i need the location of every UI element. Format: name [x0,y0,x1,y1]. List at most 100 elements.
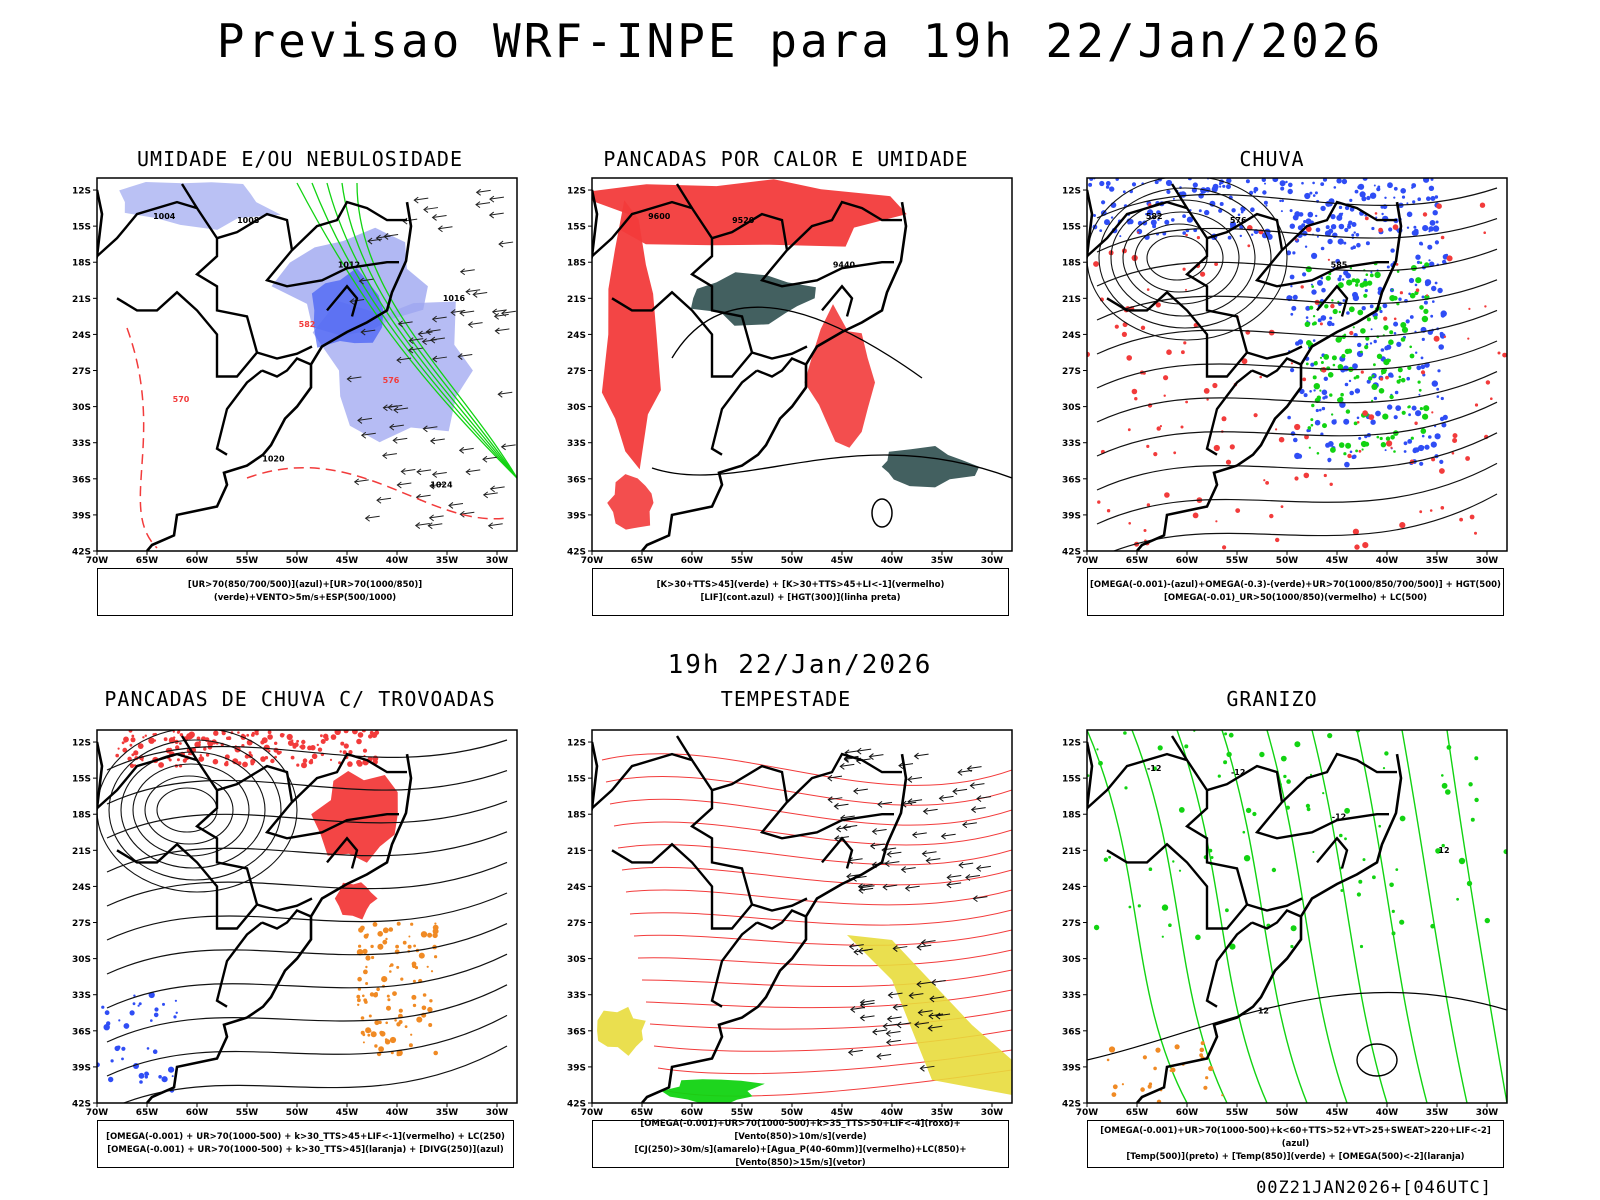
wind-vector-head [907,798,913,806]
rain-speck [1421,337,1425,341]
rain-speck [1311,285,1314,288]
lat-tick-label: 12S [567,739,586,749]
wind-vector [428,523,443,527]
wind-vector-head [448,502,454,509]
rain-speck [1310,283,1313,286]
rain-speck [1093,261,1099,267]
wind-vector [905,885,920,889]
rain-speck [1433,335,1440,342]
lon-tick-label: 60W [186,556,209,566]
rain-speck [1349,330,1354,336]
wind-vector [489,212,504,216]
temp850-speck [1309,773,1313,777]
rain-speck [1428,185,1435,191]
divergence-speck [114,1045,120,1052]
wind-vector-head [871,828,877,835]
storm-speck [131,734,135,738]
wind-vector-head [833,802,839,810]
wind-vector-head [976,795,982,803]
temp850-speck [1096,748,1099,751]
rain-speck [1320,361,1324,364]
wind-vector [893,946,908,950]
rain-speck [1434,240,1439,245]
rain-speck [1290,296,1293,299]
rain-speck [1269,513,1274,519]
wind-vector-head [969,782,975,789]
rain-speck [1467,337,1470,340]
storm-speck [316,743,319,747]
rain-speck [1304,245,1308,248]
lc250-streamline [106,1014,508,1077]
divergence-speck [162,1002,165,1006]
country-border [1246,345,1303,360]
rain-speck [1322,423,1327,429]
rain-speck [1330,303,1335,309]
storm-speck [176,758,180,762]
lc250-streamline [120,751,266,869]
divergence-speck [171,1075,174,1078]
wind-vector-head [911,831,918,839]
lat-tick-label: 21S [1062,847,1081,857]
storm-speck [408,935,411,938]
rain-speck [1422,413,1429,420]
storm-speck [168,758,172,762]
divergence-speck [154,1007,159,1012]
wind-vector [848,1049,863,1053]
wind-vector [466,289,481,293]
convection-area [607,474,654,530]
rain-speck [1401,195,1406,199]
divergence-speck [152,1049,158,1054]
rain-speck [1490,397,1493,401]
country-border [1170,735,1189,761]
wind-vector-head [414,522,421,529]
coastline [146,201,413,551]
lon-tick-label: 70W [1076,556,1099,566]
rain-speck [1309,191,1313,195]
water-contour [621,866,1012,886]
lat-tick-label: 24S [567,331,586,341]
rain-speck [1341,353,1346,359]
wind-vector [840,815,855,819]
divergence-speck [139,1080,143,1084]
rain-speck [1302,272,1307,277]
wind-vector-head [972,895,978,903]
storm-speck [278,750,282,754]
hgt500-contour [1096,248,1498,287]
lon-tick-label: 35W [931,556,954,566]
country-border [215,369,263,456]
wind-vector-head [482,455,488,463]
wind-vector-head [497,390,503,398]
wind-vector-head [827,796,833,804]
rain-speck [1303,220,1307,224]
rain-speck [1206,398,1209,401]
wind-vector [432,316,447,320]
divergence-speck [132,1002,136,1006]
wind-vector-head [498,240,504,248]
rain-speck [1155,302,1161,308]
wind-vector [958,769,973,773]
wind-vector-head [360,431,367,439]
rain-speck [1323,473,1327,478]
rain-speck [1415,351,1418,354]
wind-vector-head [876,1053,882,1060]
wind-vector [827,775,843,779]
contour-label: 570 [173,395,190,404]
rain-speck [1371,226,1375,231]
storm-speck [422,993,427,997]
rain-speck [1336,178,1342,184]
rain-speck [1377,286,1383,292]
rain-speck [1337,300,1340,303]
rain-speck [1333,186,1337,189]
caption-line: [UR>70(850/700/500)](azul)+[UR>70(1000/8… [187,580,423,603]
wind-vector-head [958,861,964,869]
rain-speck [1365,273,1369,277]
temp850-speck [1484,917,1491,924]
rain-speck [1265,204,1268,207]
lon-tick-label: 70W [581,556,604,566]
divergence-speck [110,1059,114,1063]
rain-speck [1393,332,1397,335]
wind-vector-head [853,787,859,795]
storm-speck [338,761,342,765]
rain-speck [1423,308,1429,314]
